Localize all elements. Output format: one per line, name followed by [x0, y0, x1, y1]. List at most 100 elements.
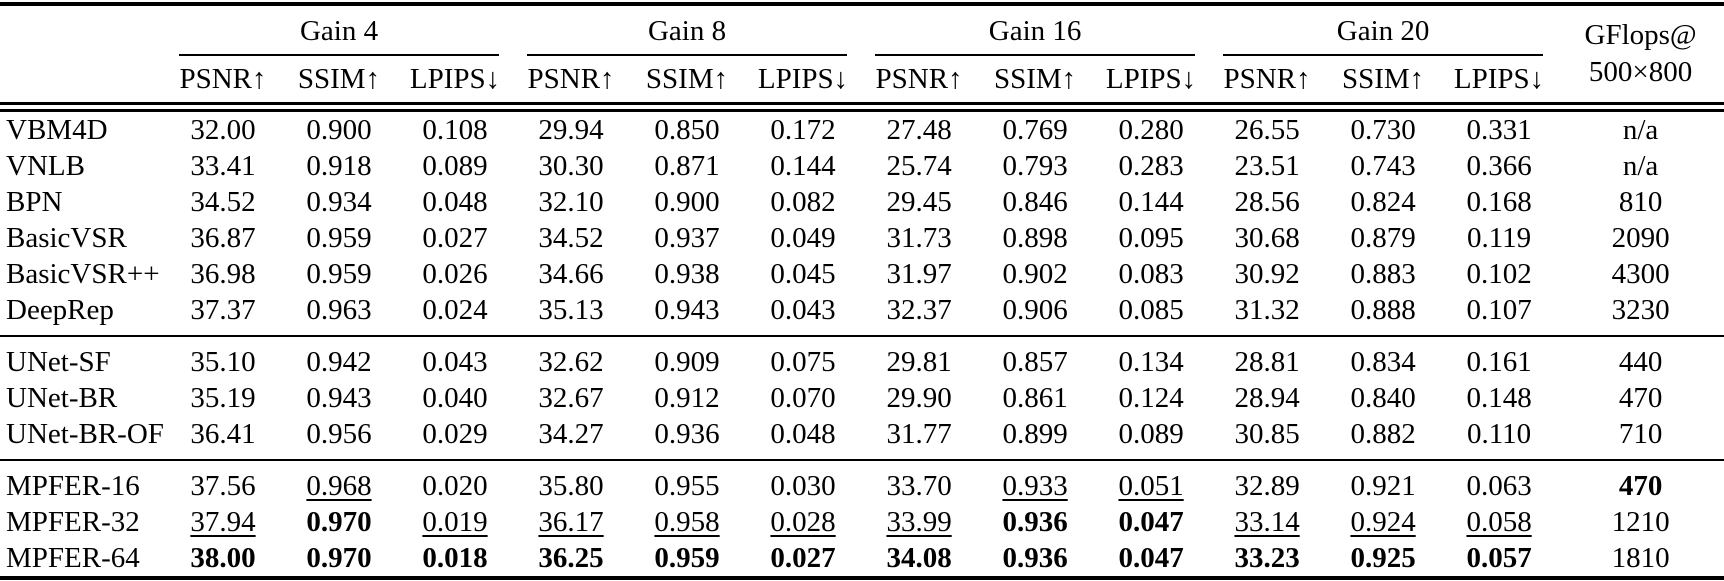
metric-cell: 0.834: [1350, 346, 1416, 378]
metric-cell: 32.67: [538, 382, 604, 414]
metric-cell: 25.74: [886, 150, 952, 182]
metric-cell: 0.280: [1118, 114, 1184, 146]
group-header-gain-16: Gain 16: [861, 4, 1209, 56]
metric-cell: 0.018: [422, 542, 488, 574]
metric-cell: 0.769: [1002, 114, 1068, 146]
metric-cell: 28.94: [1234, 382, 1300, 414]
metric-cell: 0.956: [306, 418, 372, 450]
metric-cell: 37.56: [190, 470, 256, 502]
metric-cell: 36.17: [538, 506, 604, 538]
row-vbm4d: VBM4D 32.00 0.900 0.108 29.94 0.850 0.172 27.48…: [0, 107, 1724, 148]
method-name: VNLB: [6, 150, 85, 182]
metric-cell: 0.846: [1002, 186, 1068, 218]
metric-cell: 33.99: [886, 506, 952, 538]
metric-cell: 28.81: [1234, 346, 1300, 378]
metric-cell: 0.024: [422, 294, 488, 326]
metric-cell: 0.882: [1350, 418, 1416, 450]
metric-cell: 31.97: [886, 258, 952, 290]
metric-cell: 0.040: [422, 382, 488, 414]
metric-cell: 27.48: [886, 114, 952, 146]
metric-cell: 0.898: [1002, 222, 1068, 254]
group-header-row: Gain 4 Gain 8 Gain 16 Gain 20 GFlops@ 500×800: [0, 4, 1724, 88]
table-header: Gain 4 Gain 8 Gain 16 Gain 20 GFlops@ 500×800…: [0, 4, 1724, 107]
metric-cell: 34.52: [190, 186, 256, 218]
metric-cell: 32.89: [1234, 470, 1300, 502]
metric-cell: 36.41: [190, 418, 256, 450]
metric-cell: 0.900: [654, 186, 720, 218]
row-mpfer-64: MPFER-64 38.00 0.970 0.018 36.25 0.959 0.027 34…: [0, 540, 1724, 578]
metric-cell: 0.909: [654, 346, 720, 378]
method-name: BasicVSR: [6, 222, 127, 254]
metric-cell: 35.10: [190, 346, 256, 378]
metric-cell: 0.959: [654, 542, 720, 574]
gflops-cell: 470: [1618, 470, 1663, 502]
gflops-cell: n/a: [1622, 150, 1659, 182]
metric-cell: 0.172: [770, 114, 836, 146]
metric-cell: 0.958: [654, 506, 720, 538]
row-bpn: BPN 34.52 0.934 0.048 32.10 0.900 0.082 29.45 0.…: [0, 184, 1724, 220]
metric-cell: 31.32: [1234, 294, 1300, 326]
row-unet-br: UNet-BR 35.19 0.943 0.040 32.67 0.912 0.070 29.…: [0, 380, 1724, 416]
metric-cell: 23.51: [1234, 150, 1300, 182]
group-header-label: Gain 8: [647, 15, 727, 47]
metric-cell: 0.883: [1350, 258, 1416, 290]
section-1: VBM4D 32.00 0.900 0.108 29.94 0.850 0.172 27.48…: [0, 107, 1724, 336]
row-basicvsr: BasicVSR++ 36.98 0.959 0.026 34.66 0.938 0.045…: [0, 256, 1724, 292]
metric-cell: 0.144: [1118, 186, 1184, 218]
metric-cell: 0.049: [770, 222, 836, 254]
group-header-gain-20: Gain 20: [1209, 4, 1557, 56]
metric-cell: 0.108: [422, 114, 488, 146]
method-name: MPFER-64: [6, 542, 140, 574]
metric-header-psnr-gain-4: PSNR↑: [179, 63, 267, 95]
metric-cell: 0.085: [1118, 294, 1184, 326]
metric-cell: 37.94: [190, 506, 256, 538]
metric-cell: 0.899: [1002, 418, 1068, 450]
metric-cell: 0.793: [1002, 150, 1068, 182]
metric-cell: 0.119: [1466, 222, 1532, 254]
metric-cell: 0.861: [1002, 382, 1068, 414]
metric-cell: 0.070: [770, 382, 836, 414]
metric-header-ssim-gain-4: SSIM↑: [297, 63, 381, 95]
metric-cell: 0.936: [654, 418, 720, 450]
metric-cell: 0.933: [1002, 470, 1068, 502]
gflops-cell: 4300: [1611, 258, 1670, 290]
metric-cell: 31.73: [886, 222, 952, 254]
gflops-cell: 710: [1618, 418, 1663, 450]
metric-cell: 0.918: [306, 150, 372, 182]
metric-cell: 29.94: [538, 114, 604, 146]
metric-cell: 33.14: [1234, 506, 1300, 538]
method-name: UNet-BR: [6, 382, 118, 414]
group-header-label: Gain 16: [988, 15, 1082, 47]
metric-cell: 34.27: [538, 418, 604, 450]
metric-cell: 26.55: [1234, 114, 1300, 146]
metric-cell: 28.56: [1234, 186, 1300, 218]
metric-cell: 0.082: [770, 186, 836, 218]
method-column-header: [0, 4, 165, 107]
metric-cell: 0.943: [654, 294, 720, 326]
metric-cell: 30.92: [1234, 258, 1300, 290]
method-name: BasicVSR++: [6, 258, 160, 290]
column-group-rule: [527, 54, 848, 56]
metric-cell: 32.62: [538, 346, 604, 378]
metric-cell: 0.938: [654, 258, 720, 290]
metric-cell: 0.906: [1002, 294, 1068, 326]
row-mpfer-32: MPFER-32 37.94 0.970 0.019 36.17 0.958 0.028 33…: [0, 504, 1724, 540]
metric-cell: 34.52: [538, 222, 604, 254]
metric-cell: 0.955: [654, 470, 720, 502]
metric-cell: 34.66: [538, 258, 604, 290]
metric-cell: 0.925: [1350, 542, 1416, 574]
metric-cell: 0.107: [1466, 294, 1532, 326]
metric-cell: 0.942: [306, 346, 372, 378]
method-name: MPFER-16: [6, 470, 140, 502]
metric-cell: 29.45: [886, 186, 952, 218]
column-group-rule: [875, 54, 1196, 56]
metric-cell: 0.124: [1118, 382, 1184, 414]
metric-header-psnr-gain-16: PSNR↑: [875, 63, 963, 95]
metric-cell: 0.743: [1350, 150, 1416, 182]
metric-cell: 38.00: [190, 542, 256, 574]
metric-cell: 0.089: [422, 150, 488, 182]
metric-header-lpips-gain-20: LPIPS↓: [1453, 63, 1545, 95]
row-basicvsr: BasicVSR 36.87 0.959 0.027 34.52 0.937 0.049 31…: [0, 220, 1724, 256]
metric-cell: 30.68: [1234, 222, 1300, 254]
metric-cell: 0.047: [1118, 542, 1184, 574]
